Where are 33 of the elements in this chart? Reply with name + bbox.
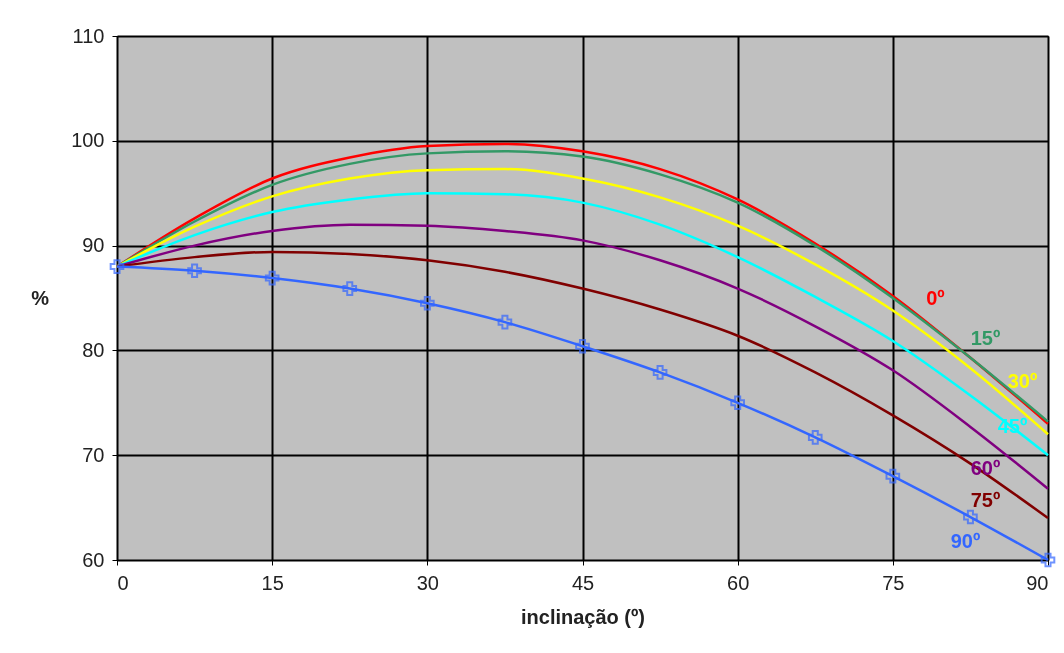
point [730,395,745,411]
point [109,259,125,274]
point [264,270,280,286]
point [420,295,435,311]
x-tick-label: 45 [571,571,595,594]
point [342,281,358,296]
point [575,338,590,354]
series-label: 0º [926,286,945,309]
y-tick-label: 90 [82,234,105,257]
point [187,263,202,279]
y-axis-title: % [31,286,50,309]
x-tick-label: 60 [727,571,750,594]
y-tick-label: 110 [72,24,105,47]
x-tick-label: 0 [117,571,129,594]
series-label: 30º [1007,370,1038,393]
y-tick-label: 100 [71,129,105,152]
point [885,468,901,484]
x-tick-label: 90 [1026,571,1049,594]
x-tick-label: 75 [882,571,905,594]
x-tick-label: 30 [416,571,439,594]
series-label: 15º [970,326,1001,349]
point [652,365,668,380]
point [497,314,513,330]
point [963,509,978,525]
x-axis-title: inclinação (º) [521,605,645,628]
point [807,430,823,445]
point [1040,552,1056,568]
y-tick-label: 70 [82,443,105,466]
x-tick-label: 15 [261,571,284,594]
y-tick-label: 80 [82,338,105,361]
y-tick-label: 60 [82,548,105,571]
series-label: 75º [970,488,1001,511]
series-label: 90º [950,530,981,553]
